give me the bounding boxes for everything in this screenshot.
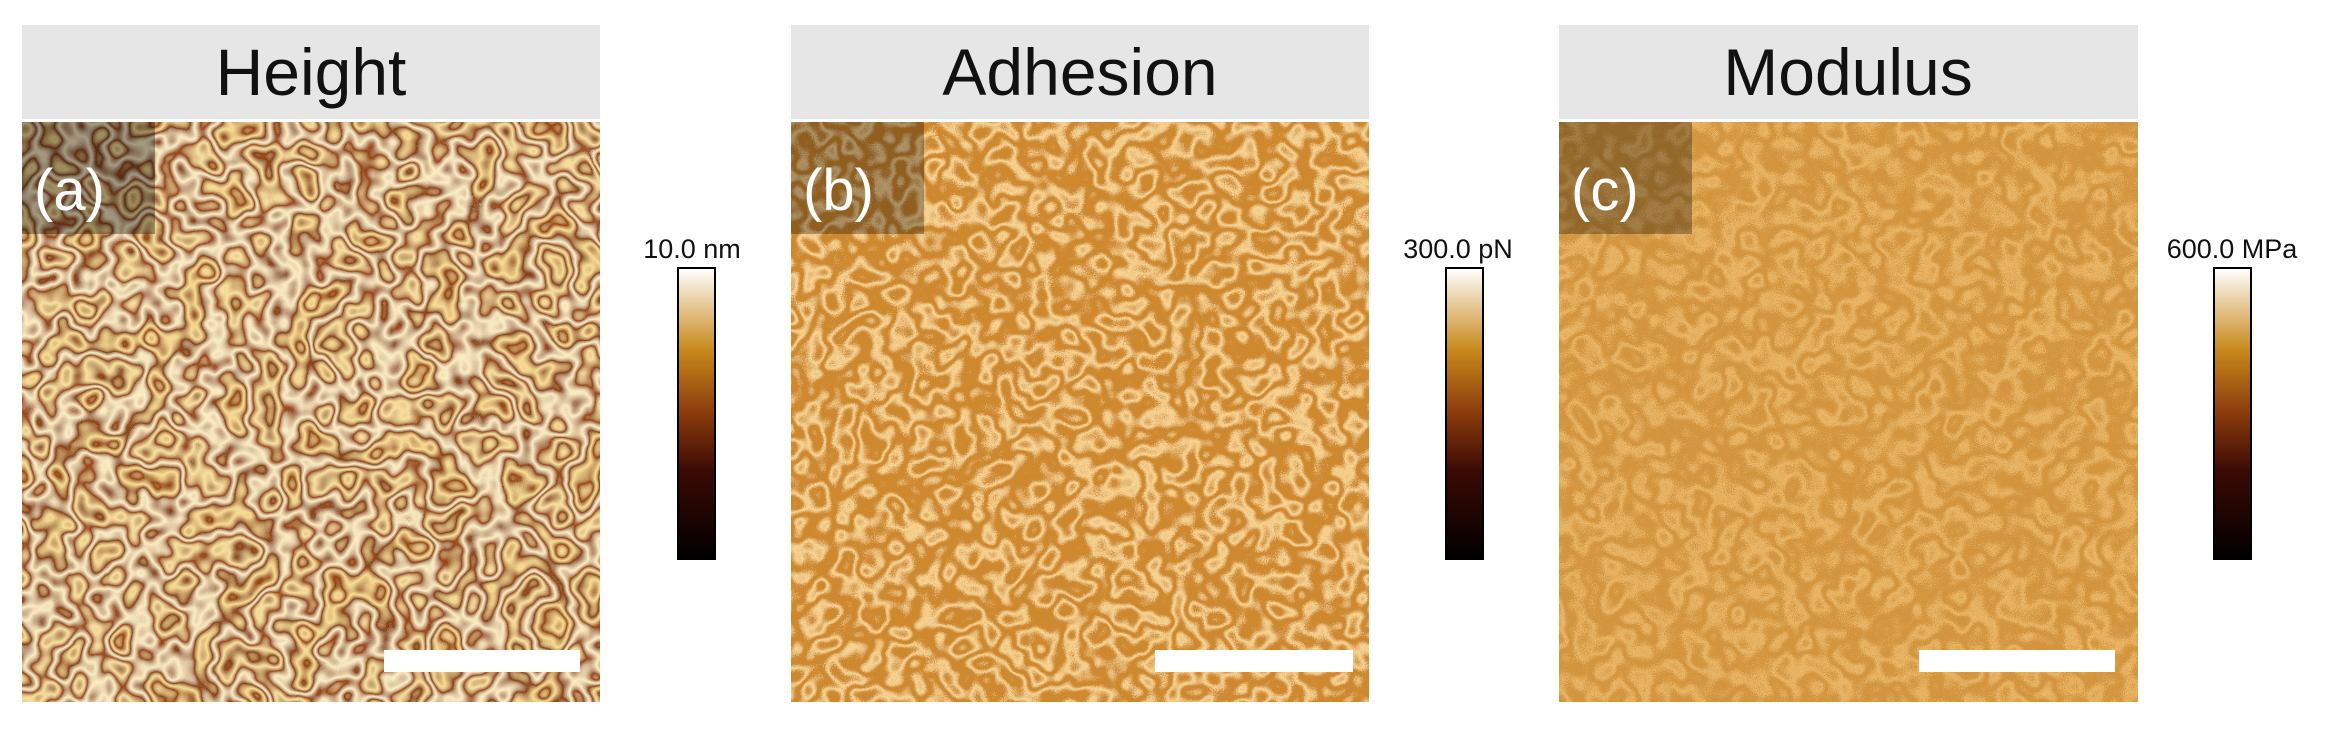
label-box [791,122,924,234]
panel-title: Height [216,35,407,109]
label-box [1559,122,1692,234]
label-box [22,122,155,234]
panel: Modulus (c) 600.0 MPa [1559,25,2298,702]
colorbar [1445,267,1484,560]
panel-title: Modulus [1723,35,1972,109]
colorbar [2213,267,2252,560]
colorbar-label: 600.0 MPa [2167,234,2299,264]
header [22,25,600,119]
colorbar-label: 300.0 pN [1403,234,1513,264]
panel-label: (a) [34,158,105,223]
colorbar [677,267,716,560]
afm-image [22,122,600,702]
panel: Height (a) 10.0 nm [22,25,741,702]
afm-image [1559,122,2138,702]
panel-label: (c) [1571,158,1639,223]
panel: Adhesion (b) 300.0 pN [791,25,1513,702]
panel-label: (b) [803,158,874,223]
panel-title: Adhesion [942,35,1217,109]
header [791,25,1369,119]
scale-bar [1155,650,1353,672]
scale-bar [1919,650,2115,672]
colorbar-label: 10.0 nm [643,234,741,264]
header [1559,25,2138,119]
scale-bar [384,650,580,672]
afm-image [791,122,1369,702]
